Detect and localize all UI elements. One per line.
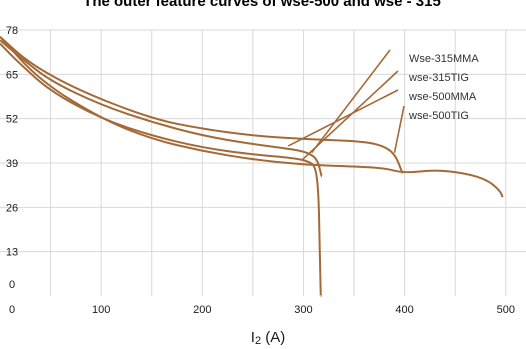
- series-line-0: [0, 42, 322, 297]
- legend-label-2: wse-500MMA: [408, 91, 477, 103]
- x-axis-label-main: I: [251, 329, 255, 346]
- legend-label-3: wse-500TIG: [408, 110, 469, 122]
- x-axis-label: I2 (A): [251, 329, 285, 347]
- series-line-2: [0, 36, 404, 175]
- y-tick-label-0: 0: [9, 279, 15, 291]
- y-tick-label-26: 26: [6, 202, 18, 214]
- y-tick-label-78: 78: [6, 25, 18, 37]
- chart-title: The outer feature curves of wse-500 and …: [83, 0, 441, 10]
- x-axis-label-unit: (A): [261, 329, 285, 346]
- legend-label-1: wse-315TIG: [408, 72, 469, 84]
- x-tick-label-200: 200: [193, 304, 211, 316]
- legend-leader-0: [310, 49, 391, 154]
- legend-leader-3: [393, 105, 405, 153]
- x-tick-label-0: 0: [9, 304, 15, 316]
- x-tick-label-500: 500: [497, 304, 515, 316]
- gridlines: [0, 29, 526, 296]
- y-tick-label-52: 52: [6, 114, 18, 126]
- y-tick-label-39: 39: [6, 158, 18, 170]
- series-line-3: [0, 36, 504, 198]
- legend-leaders: [287, 49, 405, 161]
- x-axis-label-subscript: 2: [255, 335, 261, 347]
- x-tick-label-100: 100: [92, 304, 110, 316]
- series-line-1: [0, 39, 323, 178]
- x-tick-label-300: 300: [294, 304, 312, 316]
- curves: [0, 36, 504, 297]
- y-tick-label-13: 13: [6, 247, 18, 259]
- y-tick-label-65: 65: [6, 69, 18, 81]
- legend: Wse-315MMA wse-315TIG wse-500MMA wse-500TIG: [408, 53, 479, 122]
- y-tick-labels: 0 13 26 39 52 65 78: [6, 25, 18, 291]
- x-tick-labels: 0 100 200 300 400 500: [9, 304, 515, 316]
- x-tick-label-400: 400: [395, 304, 413, 316]
- legend-leader-1: [301, 70, 399, 161]
- legend-leader-2: [287, 89, 399, 147]
- legend-label-0: Wse-315MMA: [409, 53, 479, 65]
